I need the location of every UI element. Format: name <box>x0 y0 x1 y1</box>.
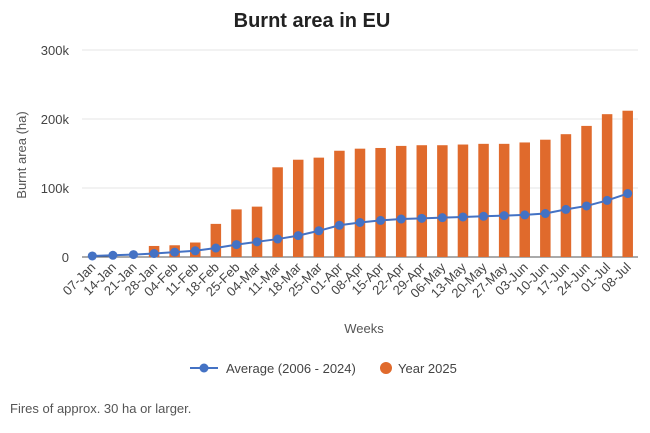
data-point <box>396 214 406 224</box>
burnt-area-chart: Burnt area in EU 0 100k 200k 300k Burnt are… <box>14 10 638 376</box>
y-tick-label: 300k <box>41 43 70 58</box>
data-point <box>479 211 489 221</box>
bar <box>210 223 222 257</box>
bar <box>395 145 407 257</box>
bar <box>622 110 633 257</box>
footnote: Fires of approx. 30 ha or larger. <box>10 401 192 416</box>
bar <box>272 167 283 257</box>
bar <box>540 139 551 257</box>
data-point <box>108 250 118 260</box>
y-axis-ticks: 0 100k 200k 300k <box>41 43 70 265</box>
data-point <box>314 226 324 236</box>
data-point <box>582 201 592 211</box>
data-point <box>355 218 365 227</box>
data-point <box>458 212 468 222</box>
y-tick-label: 200k <box>41 112 70 127</box>
bar <box>354 148 366 257</box>
legend-average-label: Average (2006 - 2024) <box>226 361 356 376</box>
bar <box>437 145 448 257</box>
bar <box>601 114 613 257</box>
data-point <box>170 247 180 257</box>
data-point <box>211 243 221 253</box>
legend-item-year-2025[interactable]: Year 2025 <box>380 361 457 376</box>
bar <box>581 125 592 258</box>
y-tick-label: 100k <box>41 181 70 196</box>
y-axis-label: Burnt area (ha) <box>14 111 29 198</box>
legend-year-2025-label: Year 2025 <box>398 361 457 376</box>
data-point <box>540 209 550 219</box>
bar <box>519 142 530 257</box>
bar <box>560 134 572 257</box>
legend-item-average[interactable]: Average (2006 - 2024) <box>190 361 356 376</box>
data-point <box>334 220 344 230</box>
legend-average-marker <box>199 363 209 373</box>
bar <box>498 143 510 257</box>
data-point <box>417 213 427 223</box>
data-point <box>376 215 386 225</box>
bar <box>457 144 469 257</box>
data-point <box>149 249 159 259</box>
data-point <box>293 231 303 241</box>
bar <box>251 206 263 257</box>
data-point <box>499 211 509 221</box>
data-point <box>273 234 283 244</box>
bar-series <box>148 110 633 258</box>
x-axis-label: Weeks <box>344 321 384 336</box>
data-point <box>437 213 447 223</box>
y-tick-label: 0 <box>62 250 69 265</box>
data-point <box>561 204 571 214</box>
data-point <box>231 240 241 250</box>
bar <box>375 147 386 257</box>
data-point <box>87 251 97 261</box>
bar <box>334 150 345 257</box>
bar <box>416 145 428 257</box>
bar <box>478 143 489 257</box>
data-point <box>128 250 138 260</box>
data-point <box>252 237 262 247</box>
line-series <box>87 189 633 261</box>
bar <box>292 159 304 257</box>
x-axis-ticks: 07-Jan14-Jan21-Jan28-Jan04-Feb11-Feb18-F… <box>60 259 634 301</box>
legend-year-2025-marker <box>380 362 392 374</box>
chart-title: Burnt area in EU <box>234 10 391 32</box>
data-point <box>520 210 530 220</box>
data-point <box>190 246 200 256</box>
legend: Average (2006 - 2024) Year 2025 <box>190 361 457 376</box>
bar <box>231 209 242 257</box>
bar <box>313 157 325 257</box>
data-point <box>602 195 612 205</box>
data-point <box>623 189 633 199</box>
